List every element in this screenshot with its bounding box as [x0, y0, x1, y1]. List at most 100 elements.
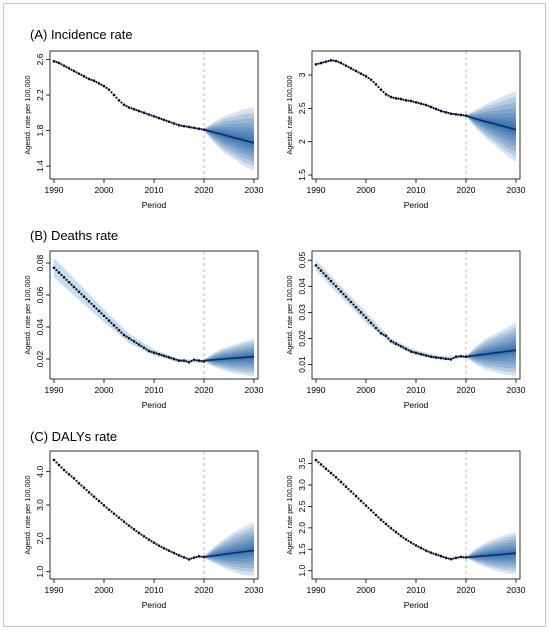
- projection-fan-band: [204, 530, 254, 569]
- observed-point: [185, 557, 188, 560]
- x-axis-title: Period: [142, 600, 167, 610]
- projection-fan-band: [466, 91, 516, 162]
- observed-point: [175, 123, 178, 126]
- x-tick-label: 2010: [145, 585, 164, 595]
- projection-fan-band: [204, 346, 254, 368]
- observed-point: [107, 508, 111, 512]
- observed-point: [155, 352, 158, 355]
- observed-point: [95, 81, 98, 84]
- observed-point: [344, 485, 348, 489]
- observed-point: [175, 358, 178, 361]
- observed-point: [392, 529, 395, 532]
- observed-point: [347, 65, 350, 69]
- observed-point: [75, 288, 78, 291]
- observed-point: [165, 355, 168, 358]
- observed-point: [317, 461, 320, 464]
- observed-point: [135, 530, 138, 533]
- observed-point: [182, 359, 186, 362]
- observed-point: [407, 349, 410, 352]
- observed-point: [92, 79, 96, 83]
- observed-point: [67, 280, 71, 284]
- observed-point: [422, 353, 425, 356]
- observed-point: [339, 61, 343, 65]
- observed-point: [462, 355, 465, 358]
- x-tick-label: 2010: [145, 185, 164, 195]
- observed-point: [324, 467, 328, 471]
- observed-point: [147, 349, 151, 353]
- observed-point: [379, 88, 383, 92]
- y-tick-label: 0.01: [297, 356, 307, 373]
- x-tick-label: 2000: [357, 585, 376, 595]
- observed-point: [150, 540, 153, 543]
- observed-point: [319, 463, 323, 466]
- observed-point: [162, 546, 166, 550]
- observed-point: [117, 328, 121, 332]
- x-axis-title: Period: [404, 400, 429, 410]
- observed-point: [55, 461, 58, 464]
- observed-point: [122, 103, 126, 107]
- observed-point: [389, 95, 393, 99]
- x-tick-label: 2030: [245, 585, 264, 595]
- x-tick-label: 2030: [507, 585, 526, 595]
- observed-point: [364, 74, 368, 78]
- y-tick-label: 2.6: [35, 53, 45, 65]
- observed-point: [432, 106, 435, 110]
- y-tick-label: 2: [297, 139, 307, 144]
- observed-point: [322, 272, 325, 275]
- observed-point: [429, 355, 433, 359]
- observed-point: [399, 344, 403, 348]
- observed-point: [417, 101, 420, 105]
- x-tick-label: 2020: [457, 385, 476, 395]
- observed-point: [392, 96, 395, 99]
- observed-point: [192, 358, 196, 362]
- observed-point: [115, 514, 118, 517]
- observed-point: [82, 295, 86, 298]
- observed-point: [324, 274, 328, 278]
- observed-point: [444, 110, 448, 114]
- observed-point: [332, 59, 335, 62]
- observed-point: [437, 108, 440, 112]
- observed-point: [77, 72, 81, 76]
- observed-point: [100, 83, 103, 86]
- x-tick-label: 1990: [307, 385, 326, 395]
- observed-point: [162, 354, 166, 358]
- observed-point: [115, 326, 118, 329]
- observed-point: [145, 348, 148, 351]
- observed-point: [100, 312, 103, 315]
- y-tick-label: 2.5: [297, 102, 307, 114]
- observed-point: [442, 110, 445, 113]
- observed-point: [157, 116, 161, 120]
- observed-point: [439, 554, 443, 558]
- x-axis-title: Period: [404, 200, 429, 210]
- y-tick-label: 1.8: [35, 124, 45, 136]
- observed-point: [87, 300, 91, 303]
- y-axis-title: Agestd. rate per 100,000: [23, 275, 32, 354]
- observed-point: [55, 61, 58, 64]
- projection-fan-band: [466, 532, 516, 575]
- observed-point: [135, 341, 138, 345]
- observed-point: [457, 355, 460, 358]
- projection-median-line: [203, 355, 255, 362]
- observed-point: [102, 314, 106, 318]
- observed-point: [414, 351, 418, 355]
- observed-point: [162, 118, 166, 122]
- observed-point: [157, 544, 161, 548]
- observed-point: [57, 61, 61, 65]
- y-tick-label: 3.0: [35, 499, 45, 511]
- observed-point: [85, 297, 88, 301]
- observed-point: [329, 471, 333, 475]
- observed-point: [354, 69, 358, 73]
- observed-point: [160, 353, 163, 357]
- observed-point: [427, 354, 430, 358]
- observed-point: [172, 357, 176, 361]
- observed-point: [462, 114, 465, 117]
- x-tick-label: 2030: [507, 385, 526, 395]
- observed-point: [454, 112, 458, 116]
- y-tick-label: 0.06: [35, 286, 45, 303]
- projection-fan-band: [204, 107, 254, 171]
- observed-point: [439, 356, 443, 360]
- observed-point: [97, 82, 101, 85]
- observed-point: [130, 107, 133, 110]
- y-tick-label: 0.03: [297, 304, 307, 321]
- observed-point: [327, 469, 330, 472]
